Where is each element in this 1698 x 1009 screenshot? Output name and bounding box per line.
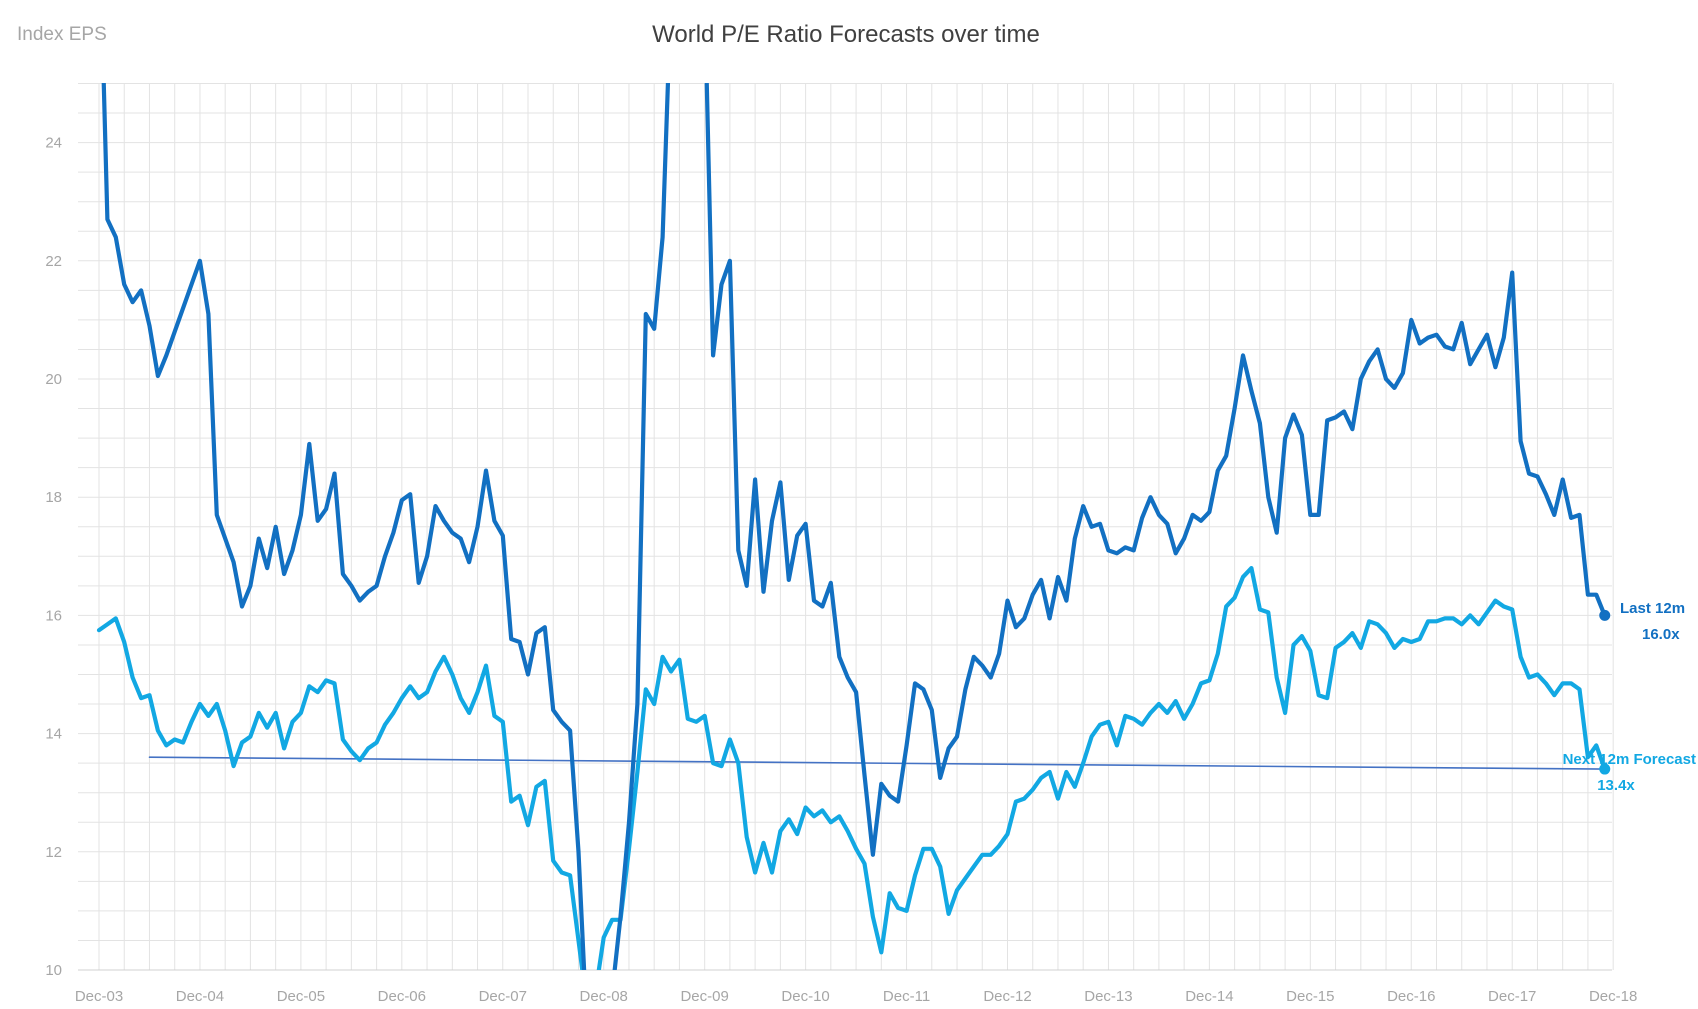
end-point-last-12m bbox=[1599, 609, 1611, 621]
series-line-next-12m bbox=[96, 566, 1607, 970]
x-tick-label: Dec-13 bbox=[1084, 988, 1132, 1005]
x-tick-label: Dec-08 bbox=[580, 988, 628, 1005]
chart-gridlines bbox=[78, 83, 1614, 971]
y-tick-label: 22 bbox=[45, 253, 62, 270]
chart-series bbox=[96, 83, 1607, 970]
x-tick-label: Dec-18 bbox=[1589, 988, 1637, 1005]
y-tick-label: 12 bbox=[45, 844, 62, 861]
y-tick-label: 14 bbox=[45, 726, 62, 743]
end-label-last-12m-name: Last 12m bbox=[1620, 600, 1685, 617]
y-tick-label: 16 bbox=[45, 607, 62, 624]
trend-line bbox=[148, 756, 1606, 770]
x-tick-label: Dec-09 bbox=[680, 988, 728, 1005]
x-axis-ticks: Dec-03 Dec-04 Dec-05 Dec-06 Dec-07 Dec-08 Dec-… bbox=[75, 988, 1638, 1005]
end-label-next-12m-value: 13.4x bbox=[1597, 777, 1635, 794]
x-tick-label: Dec-14 bbox=[1185, 988, 1233, 1005]
y-tick-label: 10 bbox=[45, 962, 62, 979]
x-tick-label: Dec-05 bbox=[277, 988, 325, 1005]
x-tick-label: Dec-04 bbox=[176, 988, 224, 1005]
series-line-last-12m bbox=[101, 83, 1607, 970]
x-tick-label: Dec-03 bbox=[75, 988, 123, 1005]
x-tick-label: Dec-17 bbox=[1488, 988, 1536, 1005]
x-tick-label: Dec-10 bbox=[781, 988, 829, 1005]
x-tick-label: Dec-16 bbox=[1387, 988, 1435, 1005]
chart-title: World P/E Ratio Forecasts over time bbox=[652, 21, 1040, 48]
y-tick-label: 24 bbox=[45, 135, 62, 152]
series-end-labels: Last 12m 16.0x Next 12m Forecast 13.4x bbox=[1563, 600, 1696, 794]
x-tick-label: Dec-12 bbox=[983, 988, 1031, 1005]
end-label-next-12m-name: Next 12m Forecast bbox=[1563, 751, 1696, 768]
end-label-last-12m-value: 16.0x bbox=[1642, 626, 1680, 643]
x-tick-label: Dec-07 bbox=[479, 988, 527, 1005]
index-eps-label: Index EPS bbox=[17, 24, 107, 45]
x-tick-label: Dec-11 bbox=[883, 988, 930, 1005]
y-axis-ticks: 10 12 14 16 18 20 22 24 bbox=[45, 135, 62, 979]
y-tick-label: 18 bbox=[45, 489, 62, 506]
x-tick-label: Dec-15 bbox=[1286, 988, 1334, 1005]
x-tick-label: Dec-06 bbox=[378, 988, 426, 1005]
end-point-next-12m bbox=[1599, 763, 1611, 775]
y-tick-label: 20 bbox=[45, 371, 62, 388]
